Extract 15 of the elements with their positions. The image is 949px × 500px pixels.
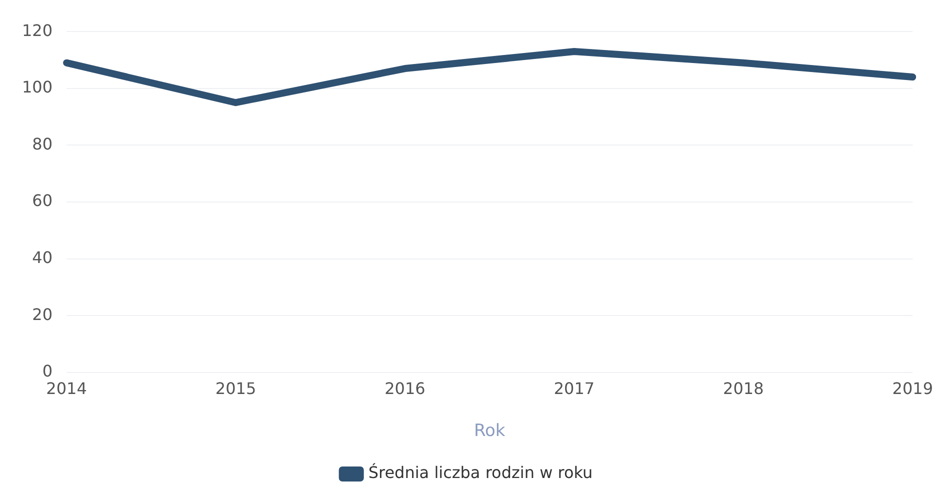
y-tick-label: 120: [22, 20, 53, 40]
x-axis-title: Rok: [474, 421, 506, 442]
legend-label: Średnia liczba rodzin w roku: [368, 463, 593, 482]
y-tick-label: 40: [32, 248, 53, 267]
x-tick-label: 2019: [892, 379, 933, 398]
y-tick-label: 20: [32, 304, 53, 324]
y-tick-label: 100: [22, 78, 53, 97]
x-tick-label: 2014: [46, 379, 87, 398]
y-tick-label: 60: [32, 191, 53, 210]
y-tick-label: 0: [42, 362, 53, 381]
x-tick-label: 2017: [554, 379, 595, 398]
x-tick-label: 2016: [384, 379, 426, 398]
x-tick-label: 2015: [215, 379, 256, 398]
x-tick-label: 2018: [723, 379, 764, 398]
y-tick-label: 80: [32, 134, 53, 154]
